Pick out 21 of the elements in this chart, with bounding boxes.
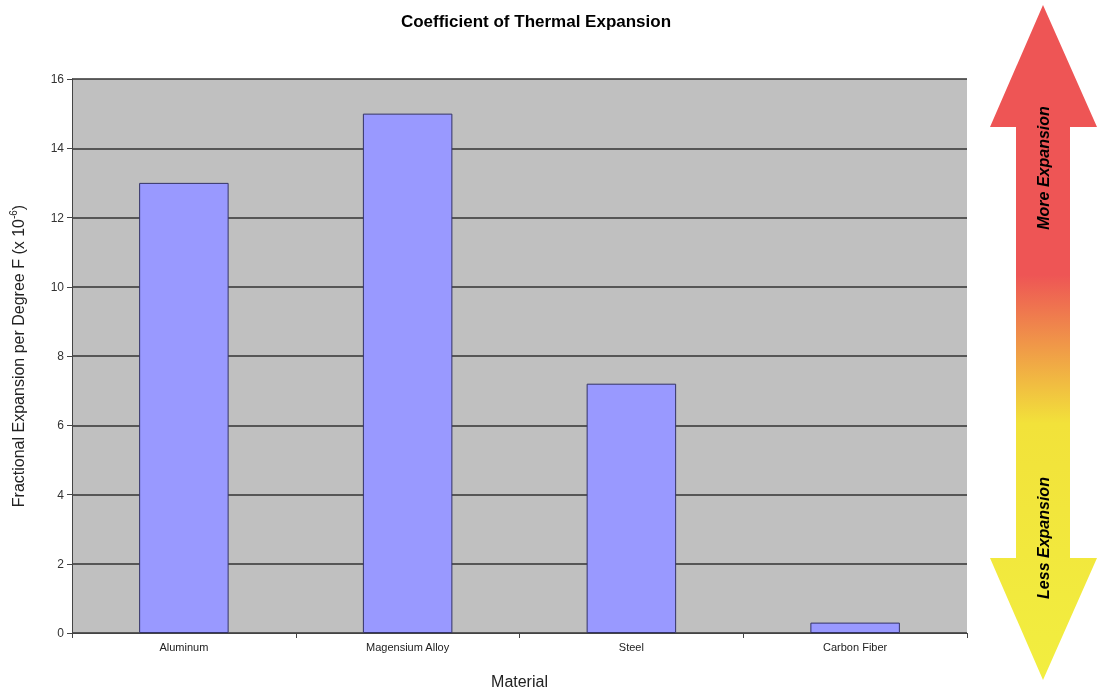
x-axis-title: Material xyxy=(491,672,548,690)
y-tick-label: 6 xyxy=(57,418,65,433)
bar xyxy=(810,622,900,633)
x-tick-label: Steel xyxy=(618,640,644,653)
x-tick-label: Magensium Alloy xyxy=(366,640,450,653)
text: More Expansion xyxy=(1034,105,1052,230)
y-tick-label: 12 xyxy=(50,210,65,225)
y-tick-label: 4 xyxy=(57,487,65,502)
x-tick-label: Carbon Fiber xyxy=(823,640,888,653)
bar xyxy=(139,182,229,633)
bar xyxy=(586,383,677,633)
y-tick-label: 0 xyxy=(57,626,65,640)
y-tick-label: 14 xyxy=(50,141,65,156)
y-tick-label: 16 xyxy=(50,72,65,86)
text: Less Expansion xyxy=(1034,476,1052,599)
x-tick-label: Aluminum xyxy=(159,640,209,653)
y-tick-label: 10 xyxy=(50,279,65,294)
chart-title: Coefficient of Thermal Expansion xyxy=(400,12,672,31)
y-tick-label: 2 xyxy=(57,556,65,571)
bar xyxy=(362,113,453,633)
y-tick-label: 8 xyxy=(57,349,65,363)
